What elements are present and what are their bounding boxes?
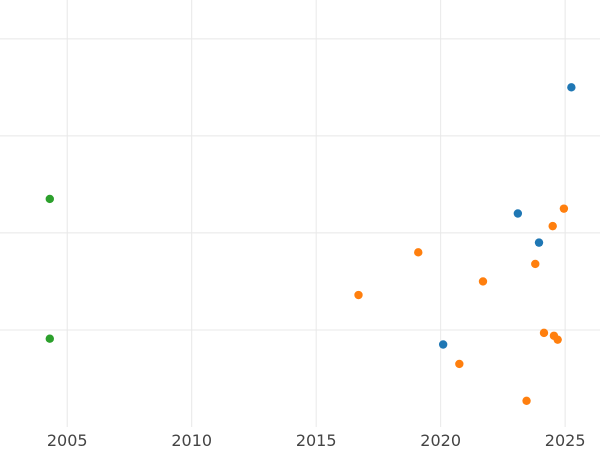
- data-point: [553, 335, 562, 344]
- data-point: [478, 277, 488, 286]
- data-point: [567, 83, 576, 92]
- data-point: [548, 221, 557, 231]
- x-tick-label: 2015: [296, 431, 337, 450]
- x-tick-label: 2020: [420, 431, 461, 450]
- grid-lines: [0, 0, 600, 427]
- x-axis-ticks: 2005 2010 2015 2020 2025: [47, 431, 586, 450]
- x-tick-label: 2025: [545, 431, 586, 450]
- x-tick-label: 2005: [47, 431, 88, 450]
- x-tick-label: 2010: [171, 431, 212, 450]
- data-point: [513, 209, 523, 218]
- data-point: [414, 248, 423, 257]
- data-point: [531, 259, 540, 269]
- data-point: [45, 334, 54, 343]
- data-point: [354, 290, 363, 300]
- data-point: [438, 340, 448, 349]
- data-point: [539, 328, 549, 338]
- data-point: [522, 396, 531, 405]
- data-point: [455, 359, 464, 369]
- data-point: [534, 238, 544, 247]
- data-point: [45, 194, 54, 204]
- data-points: [45, 83, 576, 405]
- data-point: [559, 204, 569, 213]
